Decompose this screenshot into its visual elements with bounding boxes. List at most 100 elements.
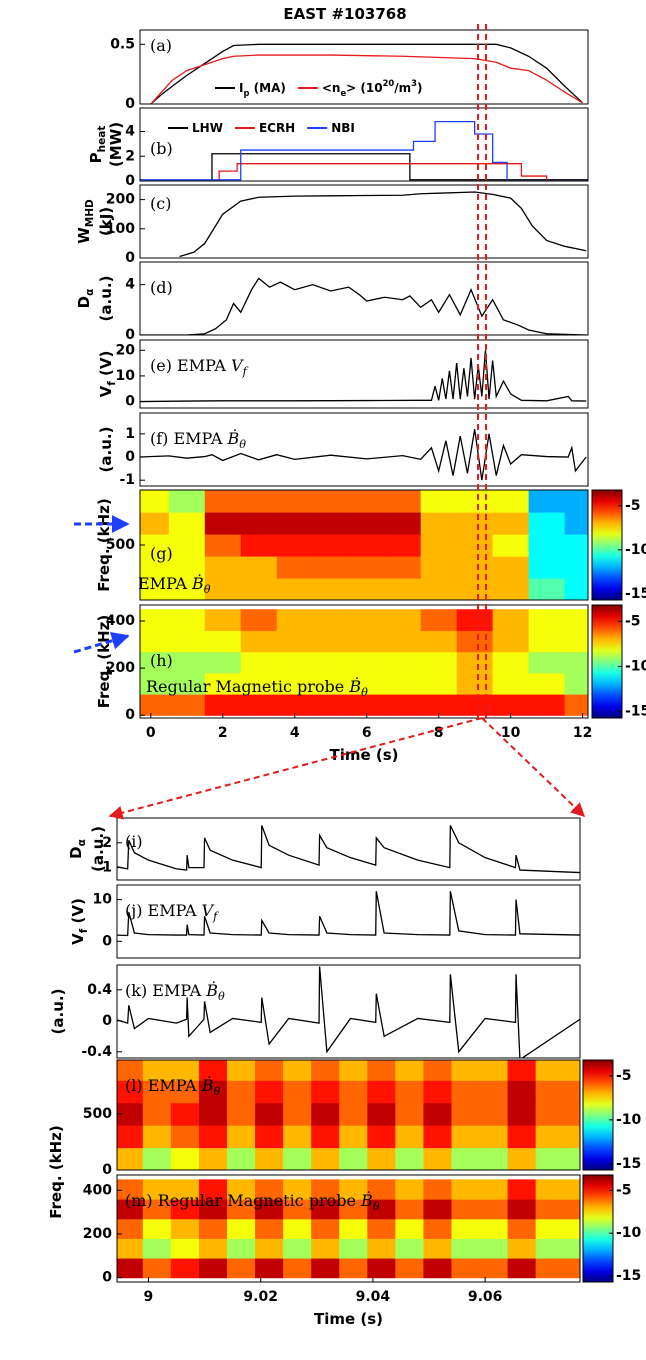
- heatmap-cell: [255, 1080, 284, 1104]
- heatmap-cell: [170, 1238, 200, 1259]
- heatmap-cell: [492, 556, 530, 579]
- heatmap-cell: [492, 609, 530, 632]
- text-run: heat: [96, 126, 108, 153]
- heatmap-cell: [170, 1147, 200, 1170]
- y-axis-title: Freq. (kHz): [95, 498, 113, 592]
- heatmap-cell: [140, 693, 170, 716]
- plot-area: [117, 891, 580, 937]
- y-tick-label: -1: [119, 472, 135, 488]
- text-run: Ḃ: [227, 428, 240, 448]
- panel-frame: [116, 1174, 581, 1283]
- y-axis-title: Pheat: [87, 126, 108, 164]
- x-tick-label: 8: [434, 725, 444, 741]
- text-run: MHD: [84, 199, 96, 227]
- heatmap-cell: [276, 556, 314, 579]
- heatmap-cell: [117, 1080, 144, 1104]
- text-run: e: [340, 88, 346, 98]
- heatmap-cell: [312, 556, 350, 579]
- heatmap-cell: [142, 1238, 172, 1259]
- heatmap-cell: [240, 512, 278, 535]
- data-line: [179, 191, 587, 258]
- data-line: [117, 825, 580, 874]
- heatmap-cell: [535, 1257, 565, 1279]
- heatmap-cell: [204, 630, 242, 653]
- y-tick-label: 0.5: [110, 36, 135, 52]
- heatmap-cell: [479, 1238, 509, 1259]
- panel-annotation: EMPA Ḃθ: [138, 573, 211, 597]
- heatmap-cell: [276, 512, 314, 535]
- heatmap-cell: [384, 693, 422, 716]
- data-line: [150, 43, 584, 104]
- y-tick-label: 0: [125, 250, 135, 266]
- y-tick-label: 1: [125, 426, 135, 442]
- heatmap-cell: [255, 1102, 284, 1126]
- heatmap-cell: [563, 1238, 580, 1259]
- heatmap-cell: [564, 651, 588, 674]
- heatmap-cell: [420, 672, 458, 695]
- heatmap-cell: [168, 651, 206, 674]
- heatmap-cell: [170, 1218, 200, 1239]
- heatmap-cell: [311, 1060, 340, 1081]
- colorbar: [582, 1174, 614, 1283]
- heatmap-cell: [451, 1257, 481, 1279]
- x-tick-label: 12: [573, 725, 592, 741]
- heatmap-cell: [142, 1125, 172, 1149]
- panel-annotation: (j) EMPA Vf: [125, 901, 219, 924]
- text-run: (MA): [249, 81, 285, 95]
- heatmap-cell: [170, 1257, 200, 1279]
- heatmap-cell: [339, 1102, 368, 1126]
- heatmap-cell: [240, 630, 278, 653]
- heatmap-cell: [507, 1102, 537, 1126]
- heatmap-cell: [226, 1080, 256, 1104]
- heatmap-cell: [204, 578, 242, 600]
- colorbar-tick-label: -10: [625, 658, 646, 674]
- heatmap-cell: [339, 1125, 368, 1149]
- heatmap-cell: [198, 1102, 228, 1126]
- panel-frame: [139, 29, 589, 105]
- text-run: f: [242, 365, 249, 378]
- heatmap-cell: [311, 1257, 340, 1279]
- heatmap-cell: [142, 1102, 172, 1126]
- heatmap-cell: [564, 556, 588, 579]
- heatmap-cell: [423, 1257, 453, 1279]
- heatmap-cell: [423, 1179, 453, 1200]
- y-axis-title: (a.u.): [89, 826, 107, 872]
- heatmap-cell: [367, 1199, 396, 1220]
- heatmap-cell: [276, 609, 314, 632]
- text-run: (V): [97, 351, 115, 382]
- y-axis-title: (a.u.): [97, 427, 115, 473]
- y-axis-title: (MW): [107, 122, 125, 167]
- heatmap-cell: [170, 1125, 200, 1149]
- text-run: θ: [373, 1200, 380, 1213]
- heatmap-cell: [312, 578, 350, 600]
- heatmap-cell: [456, 490, 494, 513]
- heatmap-cell: [479, 1218, 509, 1239]
- heatmap-cell: [456, 578, 494, 600]
- heatmap-cell: [535, 1147, 565, 1170]
- legend-label: NBI: [331, 121, 355, 135]
- heatmap-cell: [283, 1257, 312, 1279]
- x-axis-title: Time (s): [329, 746, 398, 764]
- heatmap-cell: [423, 1238, 453, 1259]
- heatmap-cell: [564, 578, 588, 600]
- zoom-markers: [108, 24, 586, 820]
- text-run: (m) Regular Magnetic probe: [125, 1191, 361, 1210]
- heatmap-cell: [423, 1218, 453, 1239]
- panel-frame: [116, 817, 581, 881]
- heatmap-cell: [492, 512, 530, 535]
- heatmap-cell: [348, 630, 386, 653]
- plot-area: [117, 825, 580, 874]
- data-line: [140, 350, 587, 403]
- y-axis-title: Vf (V): [69, 898, 90, 945]
- y-tick-label: 0: [102, 1270, 112, 1286]
- y-tick-label: 200: [106, 192, 135, 208]
- text-run: (l) EMPA: [125, 1076, 202, 1095]
- y-axis-title: (a.u.): [97, 276, 115, 322]
- heatmap-cell: [283, 1102, 312, 1126]
- panel-frame: [139, 604, 589, 719]
- heatmap-cell: [384, 512, 422, 535]
- y-axis-title: WMHD: [75, 199, 96, 244]
- heatmap-cell: [255, 1199, 284, 1220]
- y-tick-label: 4: [125, 277, 135, 293]
